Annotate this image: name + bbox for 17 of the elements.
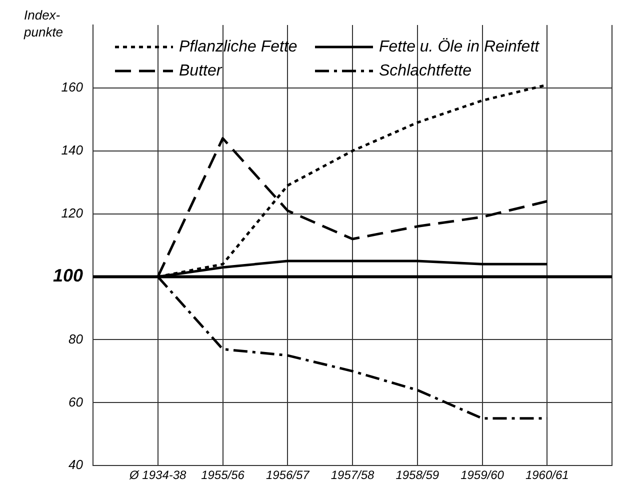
x-tick-label: 1957/58 bbox=[330, 468, 375, 482]
y-tick-label: 80 bbox=[68, 331, 84, 346]
legend-label: Butter bbox=[179, 62, 222, 80]
y-tick-label: 120 bbox=[61, 205, 84, 220]
y-tick-label: 140 bbox=[61, 142, 84, 158]
y-tick-label: 100 bbox=[52, 266, 83, 286]
x-tick-label: 1959/60 bbox=[460, 468, 504, 482]
x-tick-label: 1958/59 bbox=[396, 468, 440, 482]
y-axis-title: Index- punkte bbox=[23, 8, 64, 40]
y-tick-label: 60 bbox=[68, 394, 84, 410]
x-tick-label: Ø 1934-38 bbox=[128, 468, 187, 482]
y-tick-label: 40 bbox=[68, 457, 84, 472]
x-tick-label: 1960/61 bbox=[525, 468, 569, 482]
x-tick-label: 1955/56 bbox=[201, 468, 245, 482]
x-tick-label: 1956/57 bbox=[266, 468, 311, 482]
y-tick-label: 160 bbox=[61, 80, 84, 95]
legend-label: Fette u. Öle in Reinfett bbox=[379, 37, 540, 56]
